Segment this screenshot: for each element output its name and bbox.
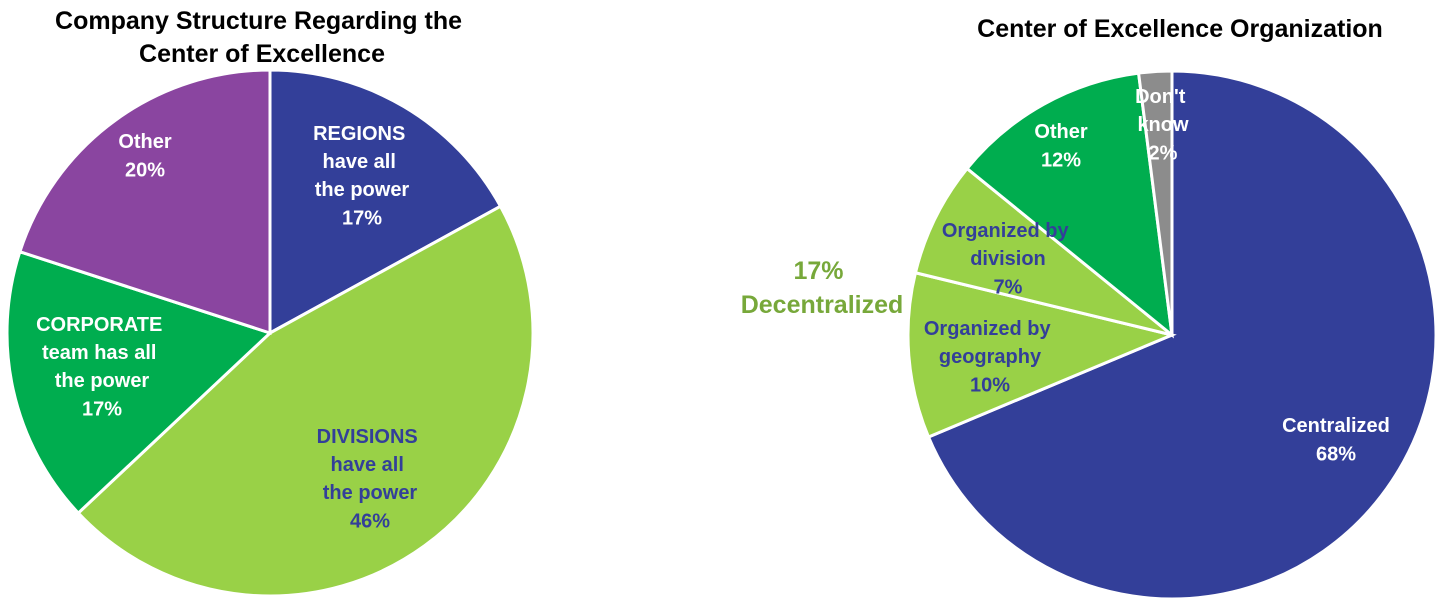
- text-line: REGIONS: [313, 123, 411, 145]
- text-line: Don't: [1135, 86, 1191, 108]
- text-line: have all: [323, 151, 402, 173]
- slice-label: REGIONS have all the power: [313, 123, 411, 201]
- pie-slice: [906, 270, 1177, 439]
- text-line: Decentralized: [741, 291, 904, 319]
- slice-label: Organized by division: [942, 220, 1074, 270]
- pie-slice: [17, 68, 272, 336]
- text-line: Company Structure Regarding the: [55, 7, 469, 35]
- text-line: Centralized: [1282, 415, 1390, 437]
- slice-label: CORPORATE team has all the power: [36, 314, 168, 392]
- slice-label: Organized by geography: [924, 318, 1056, 368]
- slice-label: Other: [1034, 121, 1088, 143]
- text-line: Center of Excellence: [139, 40, 385, 68]
- text-line: DIVISIONS: [317, 426, 424, 448]
- value-label: 17%: [82, 398, 122, 420]
- value-label: 17%: [342, 207, 382, 229]
- text-line: have all: [331, 454, 410, 476]
- pie-slice: [913, 166, 1173, 337]
- value-label: 12%: [1041, 149, 1081, 171]
- pie-slice: [964, 71, 1174, 339]
- text-line: the power: [55, 370, 150, 392]
- pie-slice: [76, 204, 535, 598]
- value-label: 10%: [970, 374, 1010, 396]
- pie-slice: [1136, 69, 1174, 336]
- slice-label: Don't know: [1135, 86, 1191, 136]
- value-label: 68%: [1316, 443, 1356, 465]
- value-label: 46%: [350, 510, 390, 532]
- text-line: 17%: [794, 257, 851, 285]
- text-line: team has all: [42, 342, 162, 364]
- text-line: know: [1137, 114, 1189, 136]
- text-line: Organized by: [942, 220, 1074, 242]
- pie-slice: [926, 69, 1438, 601]
- value-label: 7%: [994, 276, 1023, 298]
- text-line: CORPORATE: [36, 314, 168, 336]
- slice-label: DIVISIONS have all the power: [317, 426, 424, 504]
- text-line: geography: [939, 346, 1042, 368]
- chart-title: Center of Excellence Organization: [977, 15, 1383, 43]
- pie-slice: [5, 249, 273, 516]
- slice-label: Centralized: [1282, 415, 1390, 437]
- slice-label: Other: [118, 131, 172, 153]
- annotation: 17% Decentralized: [741, 257, 904, 319]
- text-line: division: [970, 248, 1046, 270]
- text-line: Other: [118, 131, 172, 153]
- text-line: the power: [315, 179, 410, 201]
- text-line: the power: [323, 482, 418, 504]
- text-line: Other: [1034, 121, 1088, 143]
- text-line: Organized by: [924, 318, 1056, 340]
- text-line: Center of Excellence Organization: [977, 15, 1383, 43]
- value-label: 2%: [1149, 142, 1178, 164]
- value-label: 20%: [125, 159, 165, 181]
- chart-title: Company Structure Regarding the Center o…: [55, 7, 469, 68]
- pie-slice: [268, 68, 503, 336]
